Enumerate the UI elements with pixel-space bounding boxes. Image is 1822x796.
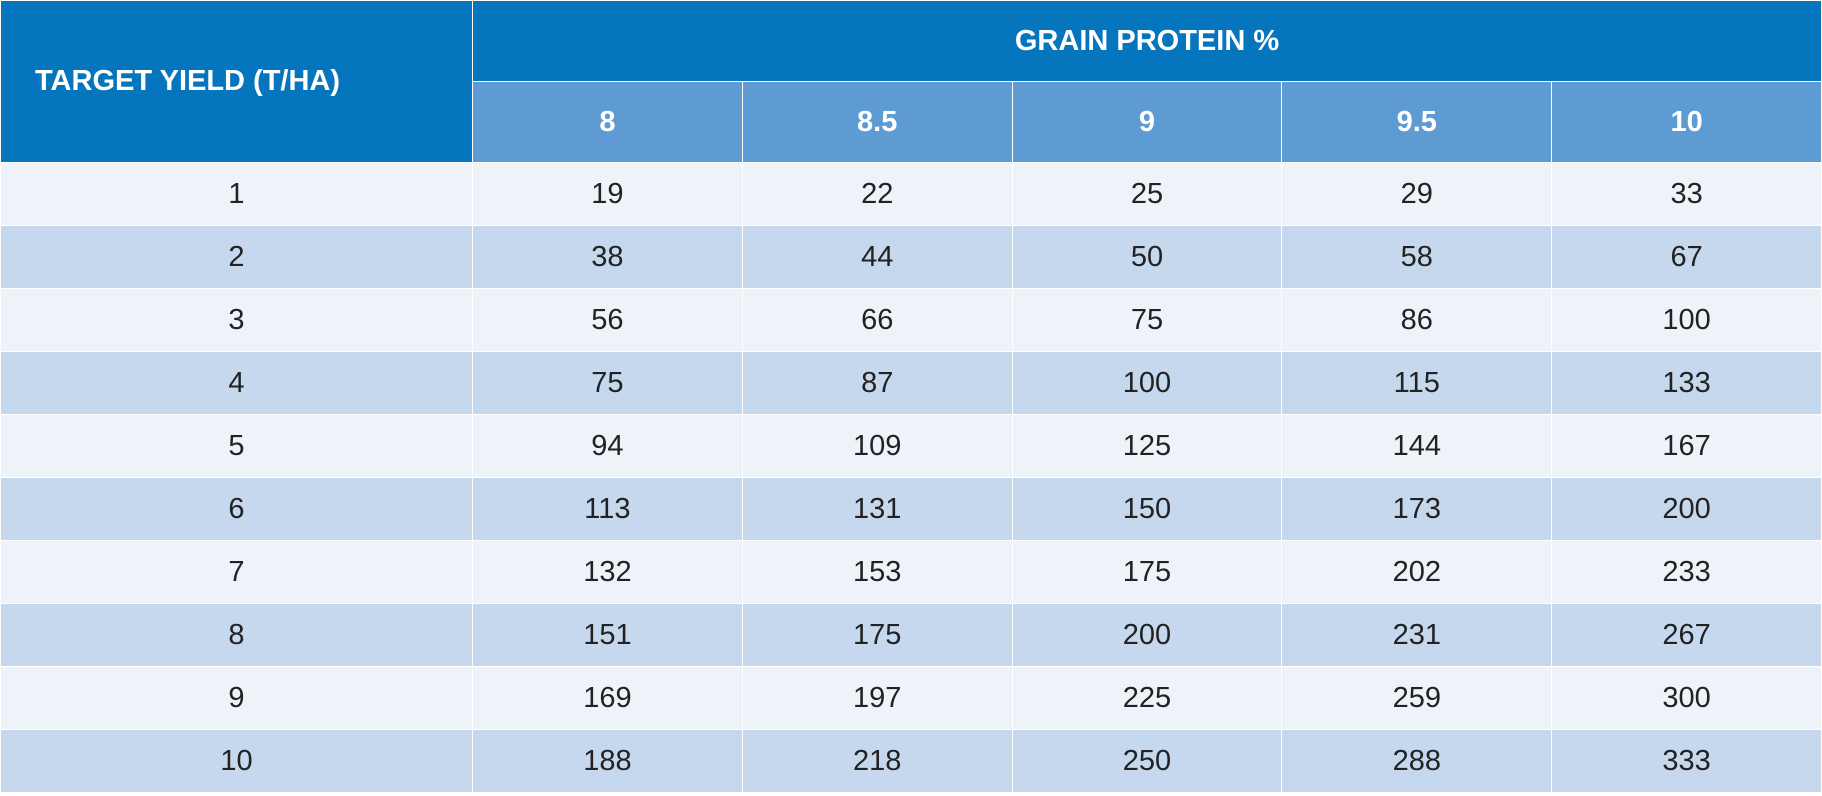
cell: 333 [1551, 729, 1822, 793]
cell: 188 [472, 729, 743, 793]
cell: 167 [1551, 414, 1822, 478]
column-header: 9.5 [1281, 81, 1553, 163]
table-row: 9 169 197 225 259 300 [0, 666, 1822, 730]
table-row: 8 151 175 200 231 267 [0, 603, 1822, 667]
cell: 173 [1281, 477, 1553, 541]
cell: 144 [1281, 414, 1553, 478]
column-header: 8 [472, 81, 743, 163]
cell: 169 [472, 666, 743, 730]
table-body: 1 19 22 25 29 33 2 38 44 50 58 67 3 56 66 75 86 100 4 75 87 1… [0, 162, 1822, 793]
cell: 113 [472, 477, 743, 541]
row-label: 4 [0, 351, 473, 415]
row-label: 5 [0, 414, 473, 478]
table-row: 7 132 153 175 202 233 [0, 540, 1822, 604]
table-row: 6 113 131 150 173 200 [0, 477, 1822, 541]
cell: 33 [1551, 162, 1822, 226]
cell: 151 [472, 603, 743, 667]
cell: 288 [1281, 729, 1553, 793]
cell: 100 [1551, 288, 1822, 352]
cell: 197 [741, 666, 1013, 730]
cell: 259 [1281, 666, 1553, 730]
row-label: 7 [0, 540, 473, 604]
column-header: 8.5 [741, 81, 1013, 163]
cell: 22 [741, 162, 1013, 226]
cell: 131 [741, 477, 1013, 541]
cell: 25 [1011, 162, 1283, 226]
row-label: 6 [0, 477, 473, 541]
cell: 150 [1011, 477, 1283, 541]
cell: 38 [472, 225, 743, 289]
cell: 75 [1011, 288, 1283, 352]
row-label: 2 [0, 225, 473, 289]
cell: 67 [1551, 225, 1822, 289]
cell: 58 [1281, 225, 1553, 289]
cell: 56 [472, 288, 743, 352]
cell: 200 [1551, 477, 1822, 541]
cell: 50 [1011, 225, 1283, 289]
cell: 153 [741, 540, 1013, 604]
cell: 109 [741, 414, 1013, 478]
row-label: 9 [0, 666, 473, 730]
cell: 267 [1551, 603, 1822, 667]
cell: 19 [472, 162, 743, 226]
cell: 202 [1281, 540, 1553, 604]
cell: 132 [472, 540, 743, 604]
cell: 175 [741, 603, 1013, 667]
cell: 66 [741, 288, 1013, 352]
table-row: 2 38 44 50 58 67 [0, 225, 1822, 289]
cell: 44 [741, 225, 1013, 289]
table-row: 10 188 218 250 288 333 [0, 729, 1822, 793]
cell: 87 [741, 351, 1013, 415]
table-row: 1 19 22 25 29 33 [0, 162, 1822, 226]
table-row: 4 75 87 100 115 133 [0, 351, 1822, 415]
row-label-header: TARGET YIELD (T/HA) [0, 0, 473, 163]
column-header-row: 8 8.5 9 9.5 10 [1, 81, 1822, 163]
cell: 200 [1011, 603, 1283, 667]
group-header: GRAIN PROTEIN % [472, 0, 1822, 82]
column-header: 10 [1551, 81, 1822, 163]
cell: 300 [1551, 666, 1822, 730]
cell: 115 [1281, 351, 1553, 415]
table-row: 3 56 66 75 86 100 [0, 288, 1822, 352]
cell: 233 [1551, 540, 1822, 604]
row-label: 3 [0, 288, 473, 352]
row-label: 10 [0, 729, 473, 793]
cell: 100 [1011, 351, 1283, 415]
cell: 94 [472, 414, 743, 478]
cell: 29 [1281, 162, 1553, 226]
cell: 218 [741, 729, 1013, 793]
column-header: 9 [1011, 81, 1283, 163]
cell: 75 [472, 351, 743, 415]
cell: 86 [1281, 288, 1553, 352]
table-row: 5 94 109 125 144 167 [0, 414, 1822, 478]
cell: 175 [1011, 540, 1283, 604]
cell: 225 [1011, 666, 1283, 730]
cell: 231 [1281, 603, 1553, 667]
cell: 125 [1011, 414, 1283, 478]
row-label: 8 [0, 603, 473, 667]
row-label: 1 [0, 162, 473, 226]
cell: 133 [1551, 351, 1822, 415]
cell: 250 [1011, 729, 1283, 793]
